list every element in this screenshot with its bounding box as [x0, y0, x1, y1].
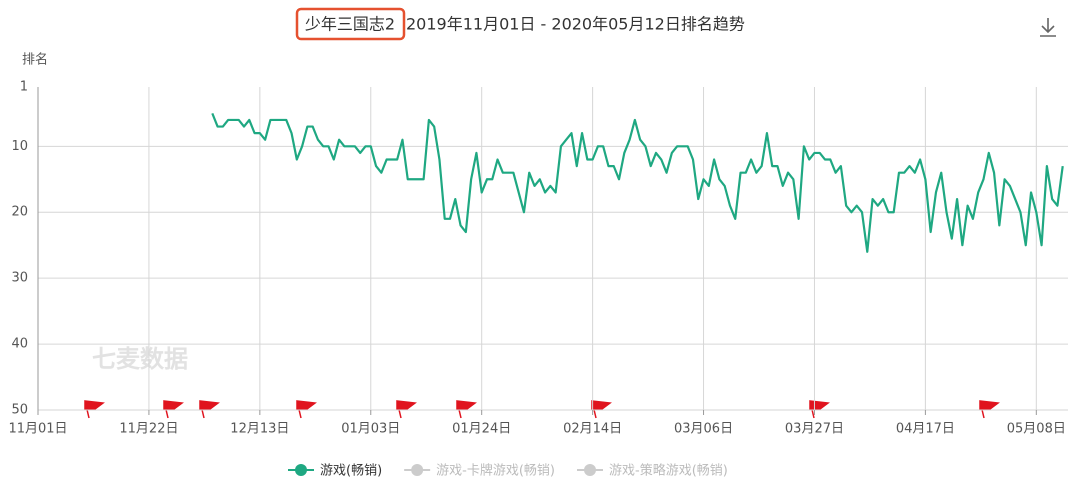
- title-highlight: 少年三国志2: [305, 15, 395, 34]
- series-line: [211, 112, 1064, 253]
- y-axis-label: 排名: [22, 52, 48, 68]
- x-tick-label: 01月24日: [452, 422, 511, 437]
- y-tick-label: 1: [20, 80, 28, 95]
- legend-swatch: [584, 464, 596, 476]
- legend-label: 游戏-策略游戏(畅销): [609, 463, 728, 479]
- title-highlight-box: [295, 7, 406, 41]
- x-tick-label: 11月22日: [119, 422, 178, 437]
- y-tick-label: 30: [11, 271, 28, 286]
- x-tick-label: 11月01日: [8, 422, 67, 437]
- chart-title: 2019年11月01日 - 2020年05月12日排名趋势: [406, 15, 745, 34]
- legend: 游戏(畅销) 游戏-卡牌游戏(畅销) 游戏-策略游戏(畅销): [288, 463, 728, 479]
- x-tick-label: 01月03日: [341, 422, 400, 437]
- download-icon[interactable]: [1040, 18, 1056, 37]
- x-tick-label: 05月08日: [1007, 422, 1066, 437]
- x-tick-label: 02月14日: [563, 422, 622, 437]
- x-tick-label: 04月17日: [896, 422, 955, 437]
- legend-swatch: [295, 464, 307, 476]
- download-glyph: [1040, 18, 1056, 37]
- y-tick-label: 50: [11, 403, 28, 418]
- y-tick-label: 40: [11, 337, 28, 352]
- legend-label: 游戏(畅销): [320, 464, 382, 479]
- y-tick-label: 20: [11, 205, 28, 220]
- x-tick-label: 03月27日: [785, 422, 844, 437]
- legend-swatch: [411, 464, 424, 476]
- x-tick-label: 12月13日: [230, 422, 289, 437]
- y-tick-label: 10: [11, 139, 28, 154]
- legend-label: 游戏-卡牌游戏(畅销): [436, 463, 555, 479]
- watermark: 七麦数据: [92, 345, 188, 373]
- x-tick-label: 03月06日: [674, 422, 733, 437]
